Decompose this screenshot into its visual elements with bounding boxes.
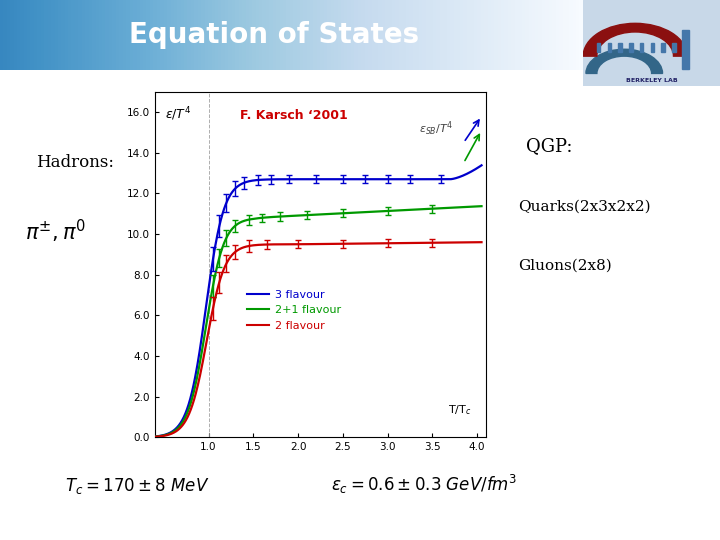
Bar	[618, 43, 622, 52]
Text: $\varepsilon/T^4$: $\varepsilon/T^4$	[165, 106, 192, 123]
Text: Equation of States: Equation of States	[129, 21, 419, 49]
Bar	[682, 30, 688, 69]
Text: BERKELEY LAB: BERKELEY LAB	[626, 78, 678, 83]
Text: $T_c = 170\pm8 \ MeV$: $T_c = 170\pm8 \ MeV$	[65, 476, 210, 496]
Text: Gluons(2x8): Gluons(2x8)	[518, 259, 612, 273]
Bar	[597, 43, 600, 52]
Bar	[640, 43, 643, 52]
Text: $\pi^{\pm},\pi^0$: $\pi^{\pm},\pi^0$	[25, 218, 86, 245]
Bar	[651, 43, 654, 52]
Bar	[662, 43, 665, 52]
Bar	[672, 43, 675, 52]
Text: Quarks(2x3x2x2): Quarks(2x3x2x2)	[518, 200, 651, 214]
Text: F. Karsch ‘2001: F. Karsch ‘2001	[240, 110, 348, 123]
Text: $\varepsilon_c = 0.6\pm0.3 \ GeV/fm^3$: $\varepsilon_c = 0.6\pm0.3 \ GeV/fm^3$	[331, 473, 518, 496]
Wedge shape	[586, 49, 662, 73]
Legend: 3 flavour, 2+1 flavour, 2 flavour: 3 flavour, 2+1 flavour, 2 flavour	[243, 285, 346, 335]
Bar	[608, 43, 611, 52]
Text: T/T$_c$: T/T$_c$	[448, 403, 472, 417]
Wedge shape	[583, 23, 687, 56]
Text: Hadrons:: Hadrons:	[36, 154, 114, 171]
Text: $\varepsilon_{SB}/T^4$: $\varepsilon_{SB}/T^4$	[419, 120, 454, 138]
Text: QGP:: QGP:	[526, 137, 572, 155]
Bar	[629, 43, 633, 52]
